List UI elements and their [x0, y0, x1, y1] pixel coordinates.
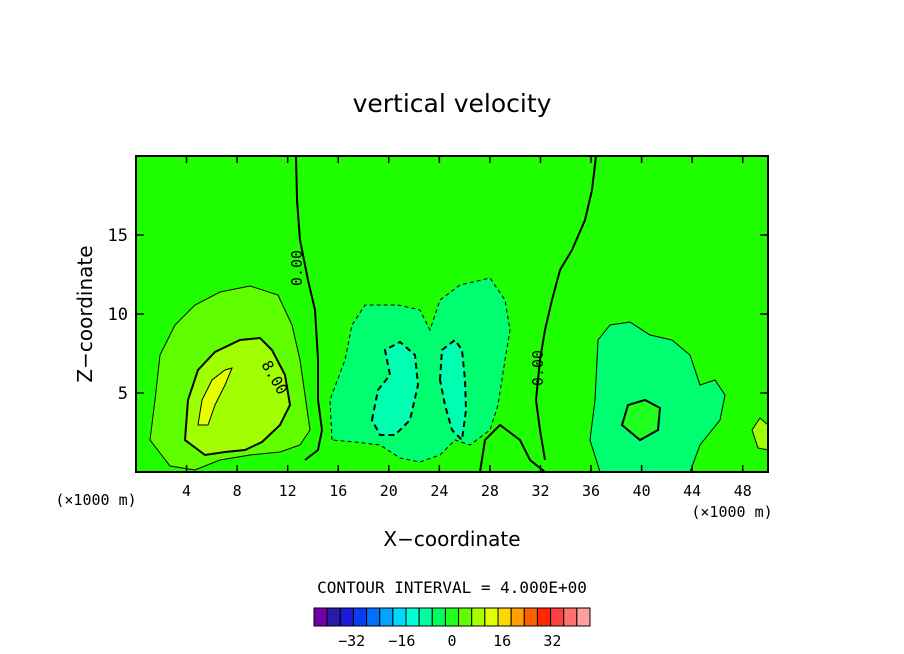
x-tick-label: 36 [582, 482, 600, 500]
colorbar-swatch [352, 607, 368, 627]
right-region [589, 321, 726, 473]
colorbar-swatch [497, 607, 512, 627]
colorbar-tick-label: −32 [338, 632, 365, 650]
updraft-region-mid [183, 336, 292, 457]
x-axis: 4 8 12 16 20 24 28 32 36 40 44 48 [182, 156, 752, 500]
downdraft-region-inner [370, 340, 420, 436]
x-axis-unit-left: (×1000 m) [55, 491, 136, 509]
colorbar-swatch [563, 607, 578, 627]
colorbar-swatch [484, 607, 499, 627]
zero-contour-right [534, 155, 597, 461]
x-tick-label: 8 [233, 482, 242, 500]
zero-contour-lower [479, 423, 546, 473]
colorbar [313, 607, 591, 627]
x-tick-label: 20 [380, 482, 398, 500]
right-region-inner [620, 398, 662, 442]
colorbar-swatch [418, 607, 433, 627]
x-tick-label: 4 [182, 482, 191, 500]
x-tick-label: 48 [734, 482, 752, 500]
colorbar-swatch [313, 607, 328, 627]
colorbar-swatch [576, 607, 591, 627]
plot-area: 0.00 8.00 0.00 [135, 155, 769, 473]
x-tick-label: 40 [633, 482, 651, 500]
colorbar-swatch [405, 607, 420, 627]
colorbar-tick-label: −16 [388, 632, 415, 650]
colorbar-swatch [471, 607, 486, 627]
updraft-region-core [197, 367, 233, 426]
colorbar-swatch [431, 607, 446, 627]
colorbar-swatch [510, 607, 525, 627]
x-tick-label: 44 [683, 482, 701, 500]
colorbar-swatch [550, 607, 565, 627]
contour-label-zero-right: 0.00 [529, 350, 547, 386]
colorbar-tick-labels: −32 −16 0 16 32 [338, 632, 561, 650]
colorbar-swatch [366, 607, 381, 627]
y-tick-label: 5 [118, 384, 128, 404]
y-tick-label: 15 [108, 226, 128, 246]
colorbar-swatch [339, 607, 354, 627]
x-tick-label: 16 [329, 482, 347, 500]
colorbar-swatch [326, 607, 341, 627]
colorbar-swatch [536, 607, 552, 627]
x-tick-label: 32 [531, 482, 549, 500]
colorbar-swatch [523, 607, 538, 627]
downdraft-region-inner-2 [438, 338, 468, 443]
x-tick-label: 24 [430, 482, 448, 500]
x-tick-label: 12 [279, 482, 297, 500]
colorbar-tick-label: 16 [493, 632, 511, 650]
x-tick-label: 28 [481, 482, 499, 500]
chart-title: vertical velocity [353, 89, 552, 118]
x-axis-label: X−coordinate [383, 527, 520, 551]
colorbar-swatch [458, 607, 473, 627]
contour-interval-label: CONTOUR INTERVAL = 4.000E+00 [317, 578, 587, 597]
x-axis-unit-right: (×1000 m) [691, 503, 772, 521]
colorbar-tick-label: 32 [543, 632, 561, 650]
colorbar-swatch [444, 607, 460, 627]
y-axis: 5 10 15 [108, 226, 768, 404]
colorbar-swatch [392, 607, 407, 627]
zero-contour-left [295, 155, 324, 461]
colorbar-tick-label: 0 [447, 632, 456, 650]
y-tick-label: 10 [108, 305, 128, 325]
contour-label-zero-left: 0.00 [288, 250, 306, 286]
y-axis-label: Z−coordinate [73, 245, 97, 382]
colorbar-swatch [379, 607, 394, 627]
